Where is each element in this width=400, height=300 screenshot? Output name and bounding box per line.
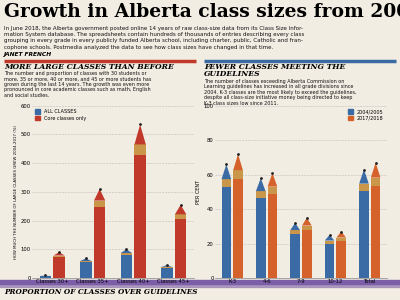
Bar [371, 178, 380, 186]
Polygon shape [336, 232, 346, 238]
Bar [94, 207, 105, 278]
Bar [175, 214, 186, 220]
Text: JANET FRENCH: JANET FRENCH [4, 52, 52, 57]
Bar [290, 230, 300, 234]
Bar [134, 144, 146, 155]
Bar [268, 187, 277, 194]
Bar [325, 241, 334, 244]
Polygon shape [359, 169, 369, 184]
Bar [222, 187, 231, 278]
Polygon shape [54, 252, 65, 256]
Polygon shape [371, 163, 380, 178]
Bar [161, 268, 172, 278]
Bar [371, 186, 380, 278]
Bar [290, 234, 300, 278]
Polygon shape [222, 164, 231, 179]
Y-axis label: HOW MUCH THE NUMBER OF LARGE CLASSES GREW 2004-2017 (%): HOW MUCH THE NUMBER OF LARGE CLASSES GRE… [14, 125, 18, 259]
Text: MORE LARGE CLASSES THAN BEFORE: MORE LARGE CLASSES THAN BEFORE [4, 63, 174, 71]
Bar [134, 155, 146, 278]
Bar [302, 230, 312, 278]
Polygon shape [256, 178, 266, 191]
Polygon shape [268, 173, 277, 187]
Text: mation System database. The spreadsheets contain hundreds of thousands of entrie: mation System database. The spreadsheets… [4, 32, 304, 37]
Bar [336, 238, 346, 241]
Bar [175, 220, 186, 278]
Bar [325, 244, 334, 278]
Bar [359, 184, 369, 191]
Bar [256, 198, 266, 278]
Bar [94, 201, 105, 207]
Text: pronounced in core academic classes such as math, English: pronounced in core academic classes such… [4, 87, 151, 92]
Text: Learning guidelines has increased in all grade divisions since: Learning guidelines has increased in all… [204, 84, 353, 89]
Legend: ALL CLASSES, Core classes only: ALL CLASSES, Core classes only [34, 108, 87, 122]
Polygon shape [302, 218, 312, 226]
Bar [54, 257, 65, 278]
Bar [222, 179, 231, 187]
Bar [121, 255, 132, 278]
Text: PROPORTION OF CLASSES OVER GUIDELINES: PROPORTION OF CLASSES OVER GUIDELINES [4, 288, 198, 296]
Bar [359, 191, 369, 278]
Polygon shape [290, 223, 300, 230]
Polygon shape [94, 189, 105, 201]
Bar [80, 262, 92, 278]
Text: grouping in every grade in every publicly funded Alberta school, including chart: grouping in every grade in every publicl… [4, 38, 303, 43]
Text: In June 2018, the Alberta government posted online 14 years of raw class-size da: In June 2018, the Alberta government pos… [4, 26, 303, 31]
Polygon shape [161, 265, 172, 267]
Text: K-3 class sizes low since 2011.: K-3 class sizes low since 2011. [204, 101, 278, 106]
Text: The number and proportion of classes with 30 students or: The number and proportion of classes wit… [4, 71, 147, 76]
Bar [268, 194, 277, 278]
Bar [233, 179, 243, 278]
Polygon shape [325, 235, 334, 241]
Text: and social studies.: and social studies. [4, 93, 49, 98]
Text: FEWER CLASSES MEETING THE: FEWER CLASSES MEETING THE [204, 63, 345, 71]
Text: 2004. K-3 classes are the most likely to exceed the guidelines,: 2004. K-3 classes are the most likely to… [204, 90, 356, 95]
Bar [54, 256, 65, 257]
Y-axis label: PER CENT: PER CENT [196, 180, 201, 204]
Bar [121, 253, 132, 255]
Polygon shape [233, 154, 243, 170]
Legend: 2004/2005, 2017/2018: 2004/2005, 2017/2018 [347, 108, 384, 122]
Bar [80, 261, 92, 262]
Text: Growth in Alberta class sizes from 2004 to 2017: Growth in Alberta class sizes from 2004 … [4, 3, 400, 21]
Bar [161, 267, 172, 268]
Polygon shape [134, 124, 146, 144]
Polygon shape [175, 205, 186, 214]
Text: more, 35 or more, 40 or more, and 45 or more students has: more, 35 or more, 40 or more, and 45 or … [4, 76, 151, 81]
Bar [233, 170, 243, 179]
Text: grown during the last 14 years. The growth was even more: grown during the last 14 years. The grow… [4, 82, 149, 87]
Bar [40, 276, 51, 278]
Text: GUIDELINES: GUIDELINES [204, 70, 261, 78]
Polygon shape [121, 249, 132, 253]
Bar [302, 226, 312, 230]
Bar [336, 241, 346, 278]
Text: cophone schools. Postmedia analyzed the data to see how class sizes have changed: cophone schools. Postmedia analyzed the … [4, 45, 273, 50]
Polygon shape [80, 259, 92, 261]
Text: despite all class-size initiative money being directed to keep: despite all class-size initiative money … [204, 95, 352, 100]
Text: The number of classes exceeding Alberta Commission on: The number of classes exceeding Alberta … [204, 79, 344, 84]
Bar [256, 191, 266, 198]
